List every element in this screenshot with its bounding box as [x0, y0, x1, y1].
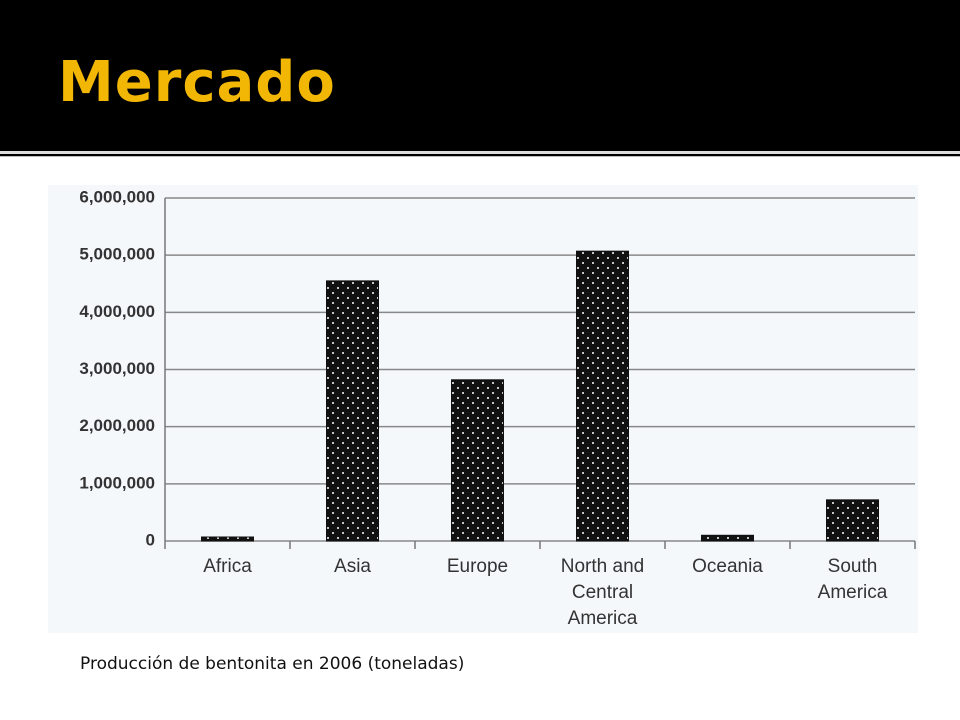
divider: [0, 151, 960, 154]
x-tick-label: Asia: [334, 556, 371, 577]
header-bar: Mercado: [0, 0, 960, 150]
x-tick-label: Africa: [203, 556, 252, 577]
x-tick-label: Oceania: [692, 556, 763, 577]
y-tick-label: 6,000,000: [79, 187, 155, 206]
divider: [0, 156, 960, 157]
bar: [576, 250, 629, 542]
x-tick-label: North and Central America: [560, 556, 645, 629]
bar: [451, 379, 504, 542]
x-tick-label: Europe: [446, 556, 509, 577]
bar: [201, 536, 254, 542]
slide-title: Mercado: [58, 50, 336, 115]
x-tick-label: South America: [817, 556, 888, 603]
bar: [701, 534, 754, 542]
y-tick-label: 2,000,000: [79, 416, 155, 435]
y-tick-label: 3,000,000: [79, 359, 155, 378]
y-tick-label: 4,000,000: [79, 302, 155, 321]
y-tick-label: 5,000,000: [79, 245, 155, 264]
bar: [826, 499, 879, 542]
chart-caption: Producción de bentonita en 2006 (tonelad…: [80, 654, 465, 674]
y-tick-label: 0: [146, 530, 155, 549]
y-tick-label: 1,000,000: [79, 473, 155, 492]
bar: [326, 280, 379, 542]
